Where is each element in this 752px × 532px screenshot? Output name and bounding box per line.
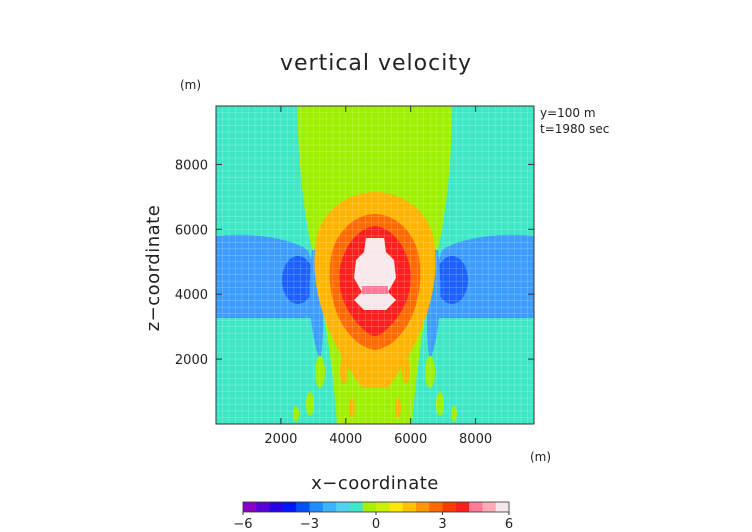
chart-title: vertical velocity <box>280 51 472 76</box>
plot-frame <box>215 105 535 425</box>
y-axis-title: z−coordinate <box>143 205 164 332</box>
colorbar-swatch <box>243 502 257 512</box>
x-unit-label: (m) <box>530 450 551 464</box>
downdraft-core-right <box>436 256 468 304</box>
colorbar: −6 −3 0 3 6 <box>233 501 513 532</box>
colorbar-swatch <box>455 502 470 512</box>
y-tick-label: 4000 <box>175 288 208 303</box>
colorbar-tick-label: −3 <box>300 517 319 532</box>
colorbar-swatch <box>256 502 271 512</box>
y-tick-label: 2000 <box>175 353 208 368</box>
y-tick-label: 6000 <box>175 223 208 238</box>
x-axis-title: x−coordinate <box>311 473 439 494</box>
colorbar-swatch <box>336 502 350 512</box>
colorbar-swatch <box>376 502 390 512</box>
updraft-streaks <box>293 356 457 422</box>
colorbar-swatch <box>282 502 297 512</box>
colorbar-tick-label: 6 <box>505 517 513 532</box>
annotation-t: t=1980 sec <box>540 122 609 136</box>
annotation-y: y=100 m <box>540 106 596 120</box>
plot-grid <box>216 106 534 424</box>
colorbar-swatch <box>309 502 324 512</box>
y-unit-label: (m) <box>180 78 201 92</box>
heatmap-field <box>216 106 534 424</box>
colorbar-tick-label: −6 <box>233 517 252 532</box>
x-tick-label: 8000 <box>459 432 492 447</box>
downdraft-core-left <box>282 256 314 304</box>
x-tick-label: 6000 <box>394 432 427 447</box>
colorbar-swatch <box>296 502 310 512</box>
x-tick-label: 4000 <box>329 432 362 447</box>
moderate-streaks <box>340 356 410 418</box>
colorbar-swatch <box>269 502 284 512</box>
colorbar-tick-label: 0 <box>372 517 380 532</box>
colorbar-swatch <box>389 502 404 512</box>
colorbar-swatch <box>402 502 417 512</box>
y-tick-label: 8000 <box>175 158 208 173</box>
colorbar-swatch <box>322 502 337 512</box>
x-tick-label: 2000 <box>264 432 297 447</box>
colorbar-swatch <box>349 502 364 512</box>
colorbar-swatch <box>442 502 457 512</box>
colorbar-tick-label: 3 <box>438 517 446 532</box>
colorbar-swatch <box>415 502 430 512</box>
colorbar-swatch <box>429 502 443 512</box>
colorbar-swatch <box>362 502 377 512</box>
colorbar-swatch <box>495 502 510 512</box>
peak-updraft-notch <box>362 286 388 294</box>
axes: 2000 4000 6000 8000 2000 4000 6000 8000 <box>175 106 534 447</box>
colorbar-swatch <box>482 502 497 512</box>
colorbar-swatch <box>469 502 483 512</box>
